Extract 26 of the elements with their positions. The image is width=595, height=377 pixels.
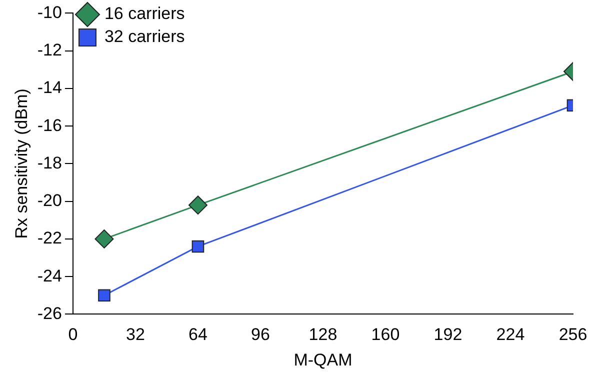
x-tick-label: 96 — [251, 325, 270, 344]
x-tick-label: 0 — [68, 325, 78, 344]
legend-label: 32 carriers — [104, 27, 185, 46]
x-tick-label: 160 — [371, 325, 400, 344]
point — [192, 240, 204, 253]
y-tick-label: -10 — [37, 2, 62, 22]
x-tick-label: 256 — [558, 325, 588, 344]
point — [94, 229, 114, 248]
point — [98, 289, 110, 302]
x-tick-label: 128 — [308, 325, 338, 344]
legend-label: 16 carriers — [104, 4, 185, 24]
y-tick-label: -20 — [37, 191, 62, 210]
y-tick-label: -14 — [37, 78, 62, 98]
y-axis-title: Rx sensitivity (dBm) — [12, 88, 31, 239]
point — [188, 196, 208, 215]
y-tick-label: -24 — [37, 266, 62, 286]
y-tick-label: -12 — [37, 40, 62, 60]
y-tick-label: -26 — [37, 304, 62, 323]
y-tick-label: -22 — [37, 228, 62, 248]
x-tick-label: 64 — [188, 325, 208, 344]
x-tick-label: 192 — [434, 325, 462, 344]
y-tick-label: -18 — [37, 153, 62, 172]
x-tick-label: 224 — [496, 325, 525, 344]
y-tick-label: -16 — [37, 116, 62, 135]
x-axis-title: M-QAM — [294, 350, 352, 370]
x-tick-label: 32 — [126, 325, 145, 344]
